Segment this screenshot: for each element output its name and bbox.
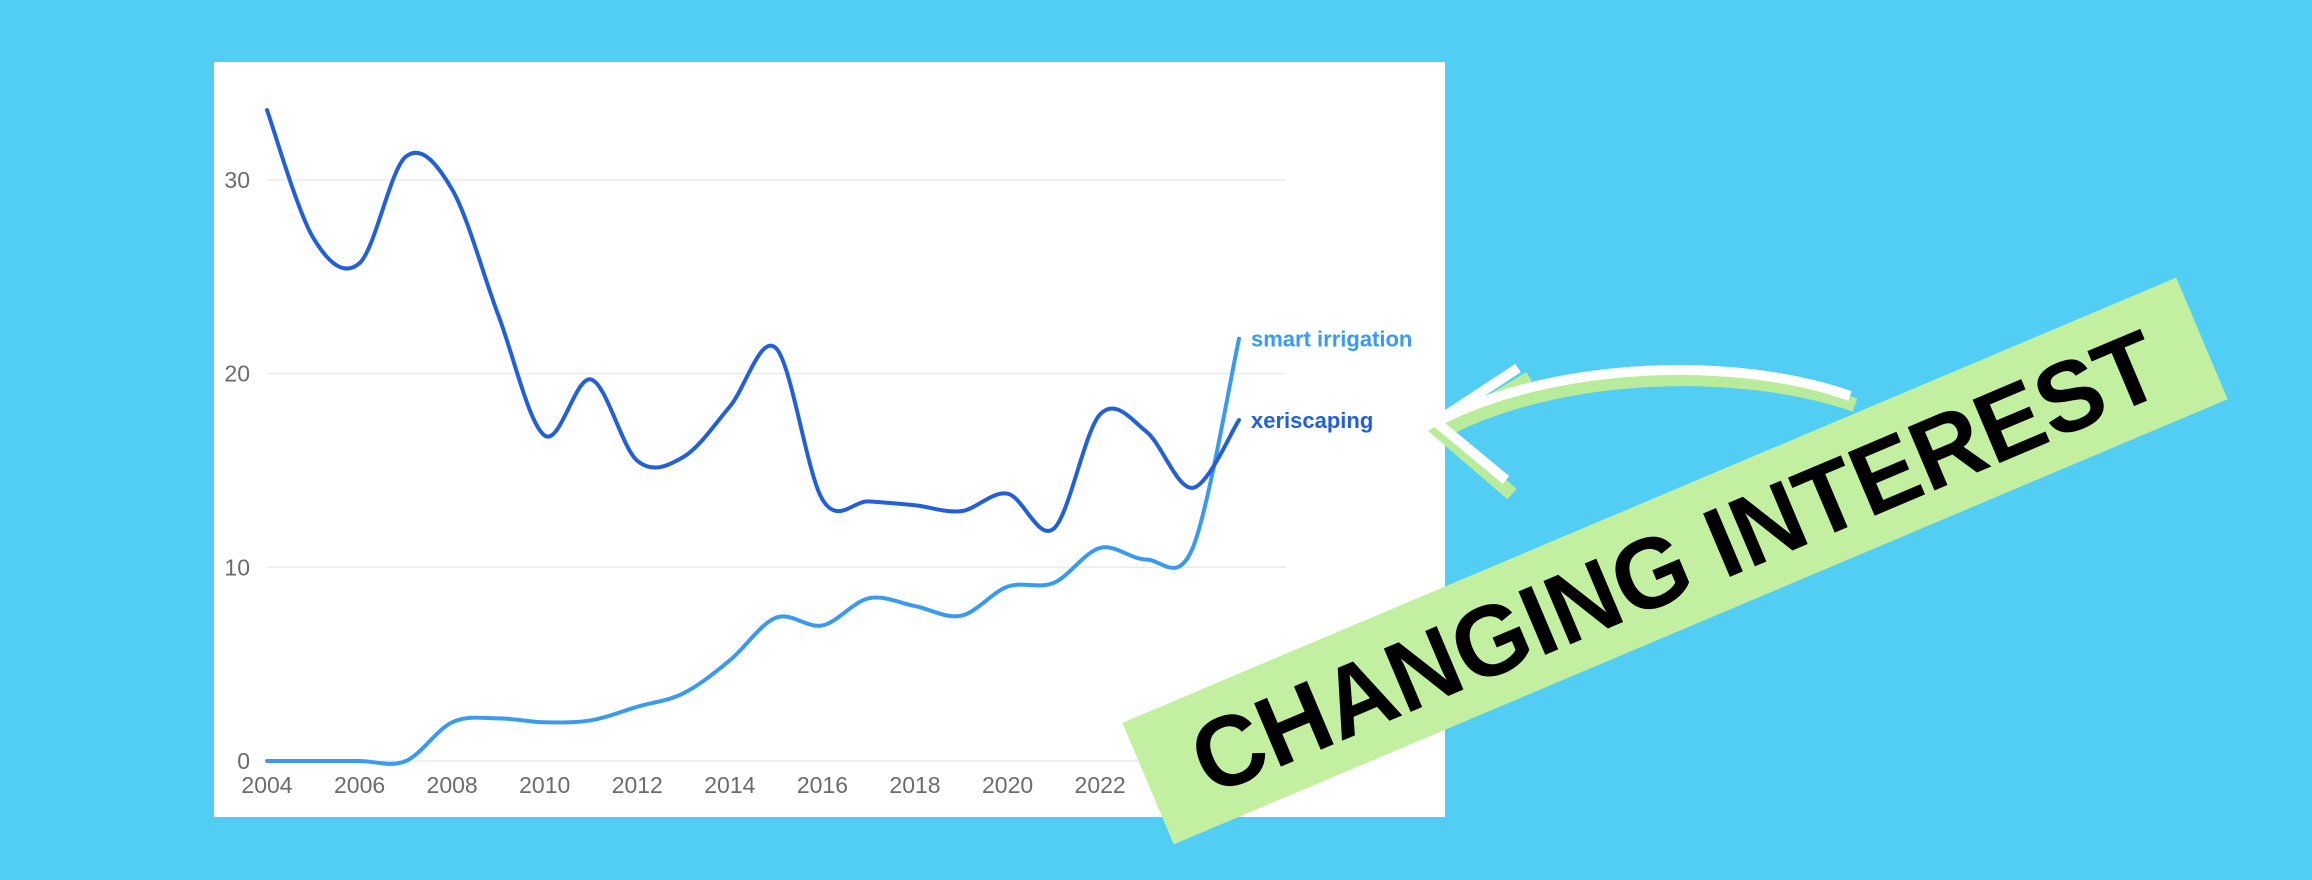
arrow-shadow [1441, 372, 1858, 437]
series-line [265, 336, 1241, 766]
x-tick-label: 2016 [797, 772, 848, 798]
y-tick-label: 10 [224, 554, 250, 580]
x-tick-label: 2008 [427, 772, 478, 798]
x-tick-label: 2022 [1075, 772, 1126, 798]
series-label: smart irrigation [1251, 327, 1412, 352]
arrow [1437, 364, 1852, 425]
banner-background [1122, 277, 2228, 845]
x-tick-label: 2012 [612, 772, 663, 798]
y-tick-label: 20 [224, 361, 250, 387]
arrow-head [1427, 363, 1521, 484]
y-tick-label: 30 [224, 167, 250, 193]
x-tick-label: 2004 [241, 772, 292, 798]
plot: 0 10 20 30 2004 2006 2008 2010 2012 2014 2016 2018 2… [224, 108, 1412, 798]
x-tick-label: 2020 [982, 772, 1033, 798]
series-label: xeriscaping [1251, 408, 1373, 433]
x-tick-label: 2014 [704, 772, 755, 798]
x-tick-label: 2018 [889, 772, 940, 798]
series-line [265, 108, 1241, 533]
y-tick-label: 0 [237, 748, 250, 774]
x-tick-label: 2010 [519, 772, 570, 798]
x-tick-label: 2006 [334, 772, 385, 798]
